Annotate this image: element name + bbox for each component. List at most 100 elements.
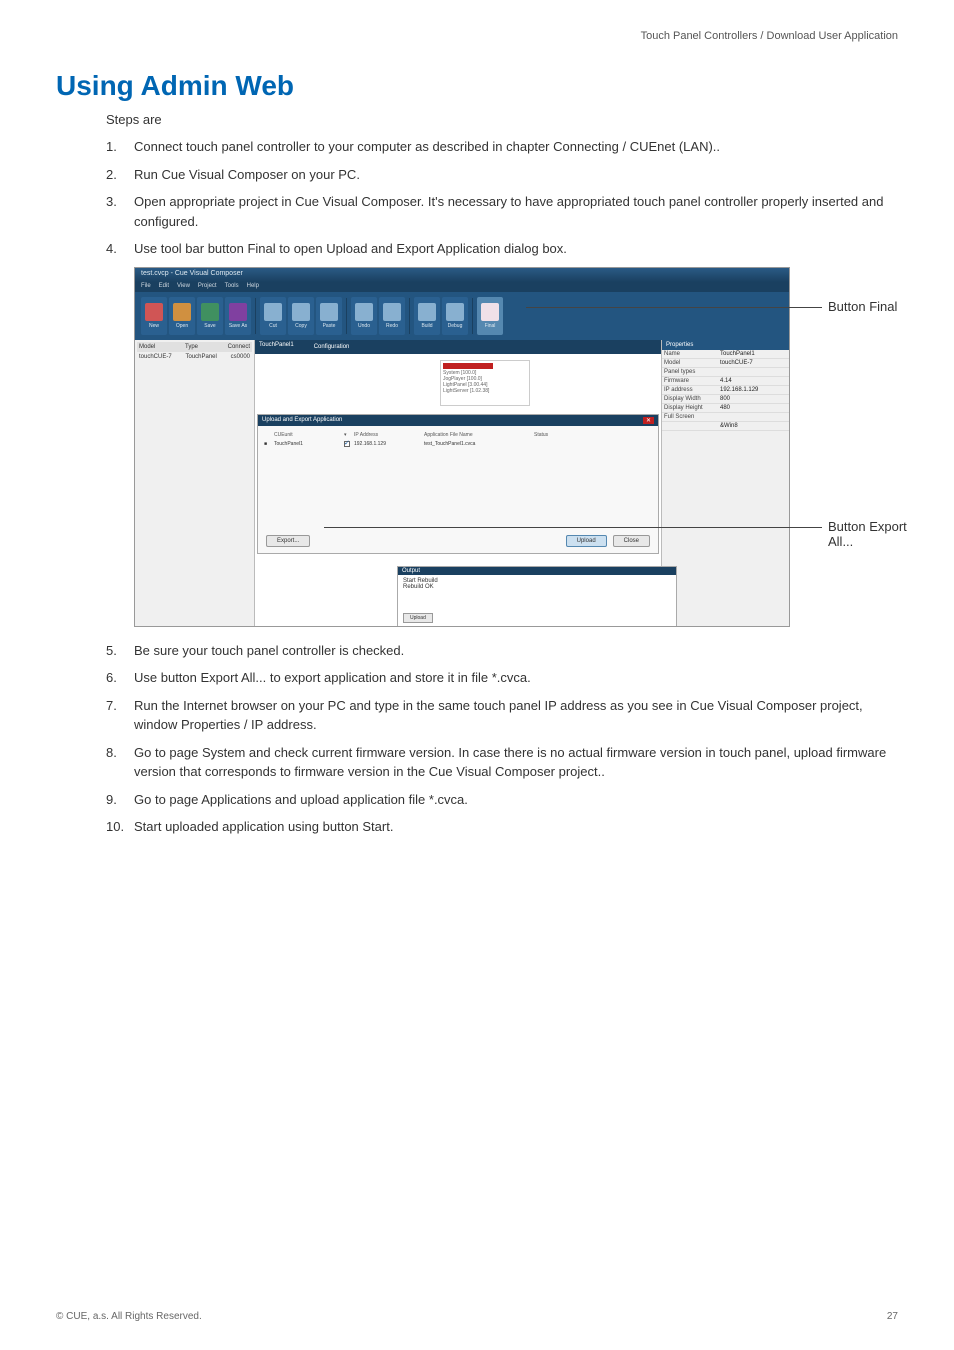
step-text: Be sure your touch panel controller is c… bbox=[134, 641, 898, 661]
upload-button[interactable]: Upload bbox=[566, 535, 607, 547]
app-toolbar: New Open Save Save As Cut Copy Paste Und… bbox=[135, 292, 789, 340]
toolbar-open[interactable]: Open bbox=[169, 297, 195, 335]
property-value: 800 bbox=[720, 396, 787, 402]
step-item: 9.Go to page Applications and upload app… bbox=[106, 790, 898, 810]
step-item: 2.Run Cue Visual Composer on your PC. bbox=[106, 165, 898, 185]
output-body: Start Rebuild Rebuild OK bbox=[398, 575, 676, 593]
callout-line-export bbox=[324, 527, 822, 528]
undo-icon bbox=[355, 303, 373, 321]
menu-view[interactable]: View bbox=[177, 283, 190, 291]
toolbar-divider bbox=[472, 298, 473, 334]
toolbar-copy[interactable]: Copy bbox=[288, 297, 314, 335]
export-button[interactable]: Export... bbox=[266, 535, 310, 547]
output-panel: Output Start Rebuild Rebuild OK Upload bbox=[397, 566, 677, 627]
app-titlebar: test.cvcp - Cue Visual Composer bbox=[135, 268, 789, 282]
menu-edit[interactable]: Edit bbox=[159, 283, 169, 291]
property-row: NameTouchPanel1 bbox=[662, 350, 789, 359]
property-key: Firmware bbox=[664, 378, 720, 384]
step-number: 6. bbox=[106, 668, 134, 688]
saveas-icon bbox=[229, 303, 247, 321]
dialog-table-row[interactable]: ■ TouchPanel1 192.168.1.129 test_TouchPa… bbox=[264, 440, 652, 448]
open-icon bbox=[173, 303, 191, 321]
app-screenshot: test.cvcp - Cue Visual Composer File Edi… bbox=[134, 267, 790, 627]
tree-item[interactable]: TouchPanel1 bbox=[259, 342, 294, 352]
step-number: 8. bbox=[106, 743, 134, 782]
property-key: Display Height bbox=[664, 405, 720, 411]
step-item: 10.Start uploaded application using butt… bbox=[106, 817, 898, 837]
properties-panel: Properties NameTouchPanel1ModeltouchCUE-… bbox=[661, 340, 789, 627]
toolbar-build[interactable]: Build bbox=[414, 297, 440, 335]
cut-icon bbox=[264, 303, 282, 321]
dialog-body: CUEunit ▾ IP Address Application File Na… bbox=[258, 426, 658, 452]
step-number: 5. bbox=[106, 641, 134, 661]
toolbar-save[interactable]: Save bbox=[197, 297, 223, 335]
property-row: ModeltouchCUE-7 bbox=[662, 359, 789, 368]
toolbar-divider bbox=[346, 298, 347, 334]
left-panel: Model Type Connect touchCUE-7 TouchPanel… bbox=[135, 340, 255, 627]
toolbar-saveas[interactable]: Save As bbox=[225, 297, 251, 335]
step-text: Go to page Applications and upload appli… bbox=[134, 790, 898, 810]
step-number: 4. bbox=[106, 239, 134, 259]
left-panel-header: Model Type Connect bbox=[137, 342, 252, 352]
close-icon[interactable]: ✕ bbox=[643, 417, 654, 424]
close-button[interactable]: Close bbox=[613, 535, 650, 547]
debug-icon bbox=[446, 303, 464, 321]
toolbar-redo[interactable]: Redo bbox=[379, 297, 405, 335]
dialog-table-header: CUEunit ▾ IP Address Application File Na… bbox=[264, 430, 652, 440]
intro-text: Steps are bbox=[106, 112, 898, 127]
final-icon bbox=[481, 303, 499, 321]
output-upload-button[interactable]: Upload bbox=[403, 613, 433, 623]
toolbar-new[interactable]: New bbox=[141, 297, 167, 335]
menu-project[interactable]: Project bbox=[198, 283, 217, 291]
config-tab[interactable]: Configuration bbox=[308, 342, 356, 352]
menu-help[interactable]: Help bbox=[247, 283, 259, 291]
menu-tools[interactable]: Tools bbox=[225, 283, 239, 291]
step-text: Use button Export All... to export appli… bbox=[134, 668, 898, 688]
property-row: Display Width800 bbox=[662, 395, 789, 404]
property-row: IP address192.168.1.129 bbox=[662, 386, 789, 395]
copy-icon bbox=[292, 303, 310, 321]
property-row: Panel types bbox=[662, 368, 789, 377]
dialog-title: Upload and Export Application ✕ bbox=[258, 415, 658, 426]
toolbar-paste[interactable]: Paste bbox=[316, 297, 342, 335]
page-title: Using Admin Web bbox=[56, 70, 898, 102]
step-number: 7. bbox=[106, 696, 134, 735]
toolbar-final[interactable]: Final bbox=[477, 297, 503, 335]
property-row: &Win8 bbox=[662, 422, 789, 431]
step-text: Go to page System and check current firm… bbox=[134, 743, 898, 782]
step-item: 6.Use button Export All... to export app… bbox=[106, 668, 898, 688]
step-number: 1. bbox=[106, 137, 134, 157]
step-item: 5.Be sure your touch panel controller is… bbox=[106, 641, 898, 661]
property-key: Display Width bbox=[664, 396, 720, 402]
property-value: touchCUE-7 bbox=[720, 360, 787, 366]
redo-icon bbox=[383, 303, 401, 321]
steps-list-top: 1.Connect touch panel controller to your… bbox=[106, 137, 898, 259]
step-text: Open appropriate project in Cue Visual C… bbox=[134, 192, 898, 231]
property-value bbox=[720, 414, 787, 420]
save-icon bbox=[201, 303, 219, 321]
step-number: 3. bbox=[106, 192, 134, 231]
toolbar-divider bbox=[409, 298, 410, 334]
small-config-block: System [100.0] JogPlayer [100.0] LightPa… bbox=[440, 360, 530, 406]
properties-header: Properties bbox=[662, 340, 789, 350]
property-row: Full Screen bbox=[662, 413, 789, 422]
property-value: TouchPanel1 bbox=[720, 351, 787, 357]
step-number: 9. bbox=[106, 790, 134, 810]
property-value: 480 bbox=[720, 405, 787, 411]
row-checkbox[interactable] bbox=[344, 441, 350, 447]
toolbar-cut[interactable]: Cut bbox=[260, 297, 286, 335]
property-key: IP address bbox=[664, 387, 720, 393]
step-item: 1.Connect touch panel controller to your… bbox=[106, 137, 898, 157]
left-panel-row[interactable]: touchCUE-7 TouchPanel cs0000 bbox=[137, 352, 252, 362]
row-icon: ■ bbox=[264, 441, 274, 447]
center-panel: TouchPanel1 Configuration System [100.0]… bbox=[255, 340, 661, 627]
callout-label-export: Button Export All... bbox=[828, 519, 914, 549]
callout-label-final: Button Final bbox=[828, 299, 897, 314]
menu-file[interactable]: File bbox=[141, 283, 151, 291]
toolbar-undo[interactable]: Undo bbox=[351, 297, 377, 335]
upload-export-dialog: Upload and Export Application ✕ CUEunit … bbox=[257, 414, 659, 554]
property-value: &Win8 bbox=[720, 423, 787, 429]
property-key: Model bbox=[664, 360, 720, 366]
toolbar-debug[interactable]: Debug bbox=[442, 297, 468, 335]
step-item: 4.Use tool bar button Final to open Uplo… bbox=[106, 239, 898, 259]
